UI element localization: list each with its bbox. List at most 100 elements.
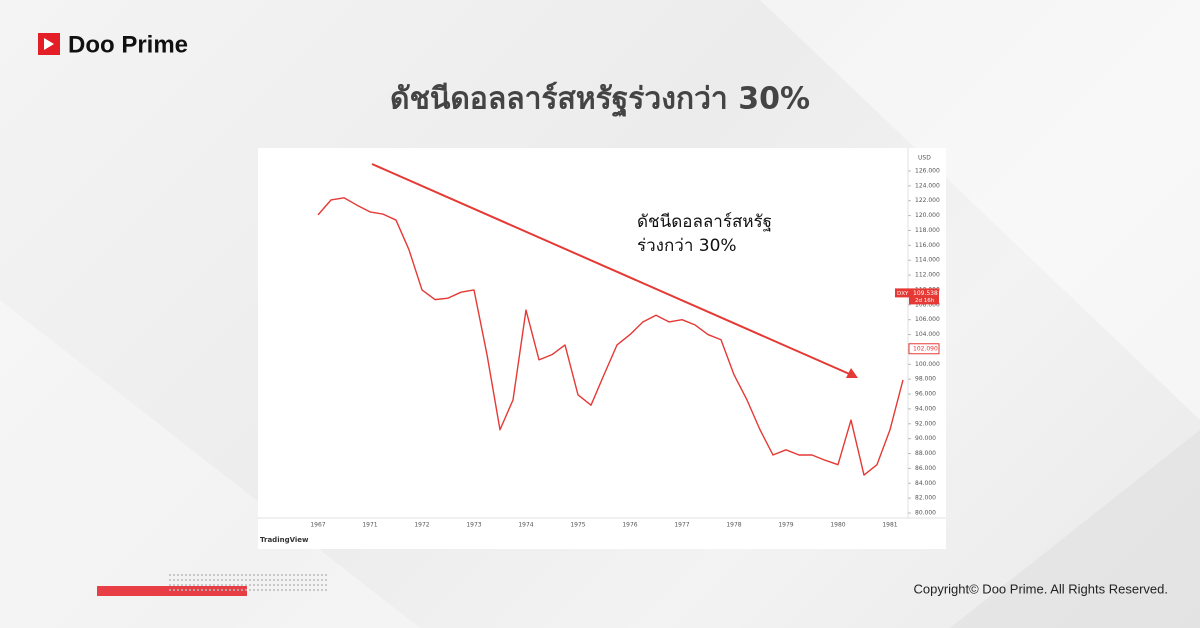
dot xyxy=(177,589,179,591)
dot xyxy=(321,579,323,581)
dot xyxy=(317,574,319,576)
dot xyxy=(269,579,271,581)
dot xyxy=(245,589,247,591)
dot xyxy=(273,584,275,586)
dot xyxy=(237,579,239,581)
dot xyxy=(293,574,295,576)
price-line xyxy=(317,197,904,476)
dot xyxy=(205,584,207,586)
dot xyxy=(189,579,191,581)
y-tick-label: 118.000 xyxy=(915,227,940,234)
dot xyxy=(277,574,279,576)
dot xyxy=(193,579,195,581)
dot xyxy=(289,574,291,576)
dot xyxy=(189,574,191,576)
watermark: TradingView xyxy=(260,536,309,544)
logo: Doo Prime xyxy=(38,31,188,58)
dot xyxy=(173,579,175,581)
dot xyxy=(233,589,235,591)
y-tick-label: 96.000 xyxy=(915,391,936,398)
dot xyxy=(221,574,223,576)
dot xyxy=(201,574,203,576)
y-tick-label: 104.000 xyxy=(915,331,940,338)
dot xyxy=(189,589,191,591)
dot xyxy=(201,579,203,581)
dot xyxy=(301,589,303,591)
dot xyxy=(169,584,171,586)
dot xyxy=(173,574,175,576)
footer-dots xyxy=(169,574,327,591)
dot xyxy=(229,589,231,591)
dot xyxy=(173,584,175,586)
x-tick-label: 1975 xyxy=(570,522,585,529)
dot xyxy=(225,584,227,586)
dot xyxy=(253,584,255,586)
dot xyxy=(305,579,307,581)
dot xyxy=(213,589,215,591)
copyright: Copyright© Doo Prime. All Rights Reserve… xyxy=(913,581,1168,596)
dot xyxy=(289,584,291,586)
dot xyxy=(265,584,267,586)
dot xyxy=(249,584,251,586)
dot xyxy=(301,574,303,576)
x-tick-label: 1979 xyxy=(778,522,793,529)
dot xyxy=(233,579,235,581)
dot xyxy=(181,589,183,591)
y-tick-label: 124.000 xyxy=(915,182,940,189)
dot xyxy=(245,574,247,576)
dot xyxy=(181,584,183,586)
dot xyxy=(317,589,319,591)
dot xyxy=(281,589,283,591)
dot xyxy=(261,584,263,586)
dot xyxy=(313,579,315,581)
y-tick-label: 90.000 xyxy=(915,435,936,442)
dot xyxy=(233,584,235,586)
dot xyxy=(325,589,327,591)
symbol-tag xyxy=(895,288,909,298)
x-tick-label: 1967 xyxy=(310,522,325,529)
dot xyxy=(221,584,223,586)
dot xyxy=(273,579,275,581)
dot xyxy=(297,574,299,576)
dot xyxy=(325,574,327,576)
dot xyxy=(189,584,191,586)
dot xyxy=(229,579,231,581)
dot xyxy=(177,579,179,581)
dot xyxy=(217,579,219,581)
dot xyxy=(193,584,195,586)
y-tick-label: 92.000 xyxy=(915,420,936,427)
page-title: ดัชนีดอลลาร์สหรัฐร่วงกว่า 30% xyxy=(390,82,810,119)
dot xyxy=(297,579,299,581)
dot xyxy=(321,584,323,586)
dot xyxy=(297,589,299,591)
y-tick-label: 88.000 xyxy=(915,450,936,457)
y-tick-label: 98.000 xyxy=(915,376,936,383)
dot xyxy=(241,584,243,586)
dot xyxy=(241,589,243,591)
dot xyxy=(249,579,251,581)
dot xyxy=(201,589,203,591)
dot xyxy=(193,574,195,576)
y-tick-label: 114.000 xyxy=(915,257,940,264)
dot xyxy=(261,589,263,591)
x-tick-label: 1977 xyxy=(674,522,689,529)
dot xyxy=(289,589,291,591)
dot xyxy=(281,579,283,581)
dot xyxy=(317,579,319,581)
dot xyxy=(185,584,187,586)
annotation-line: ร่วงกว่า 30% xyxy=(637,236,737,256)
x-tick-label: 1971 xyxy=(362,522,377,529)
dot xyxy=(197,584,199,586)
dot xyxy=(209,589,211,591)
dot xyxy=(237,584,239,586)
dot xyxy=(181,574,183,576)
dot xyxy=(205,589,207,591)
dot xyxy=(185,579,187,581)
dot xyxy=(221,589,223,591)
dot xyxy=(257,584,259,586)
dot xyxy=(253,574,255,576)
dot xyxy=(305,589,307,591)
dot xyxy=(309,574,311,576)
y-tick-label: 100.000 xyxy=(915,361,940,368)
